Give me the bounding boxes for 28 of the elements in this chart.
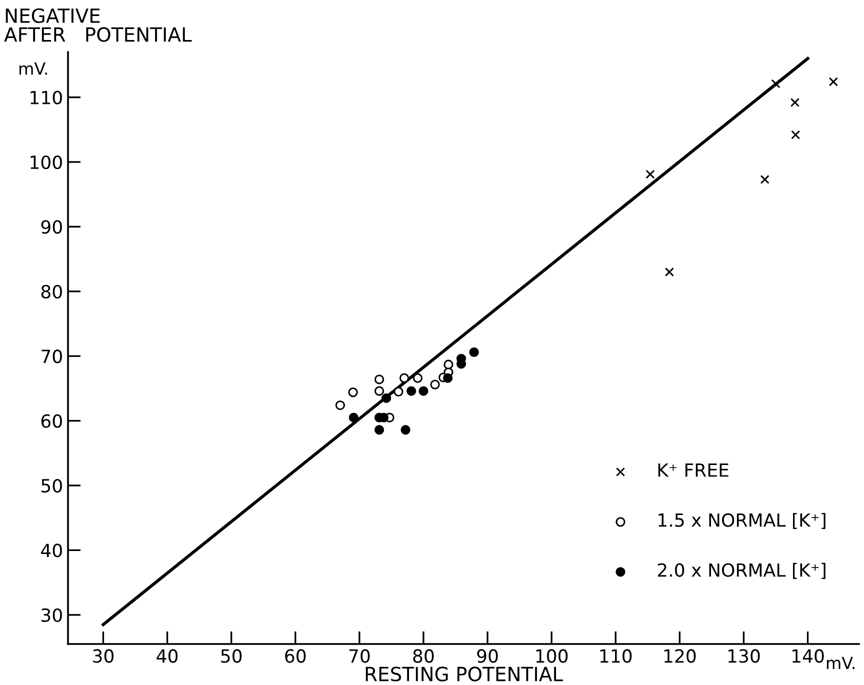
x-tick-label: 50	[221, 649, 242, 663]
x-tick-label: 120	[664, 649, 696, 663]
y-tick-label: 80	[41, 284, 62, 299]
x-tick-label: 80	[413, 649, 434, 663]
y-tick-label: 110	[30, 90, 62, 104]
y-tick-label: 50	[42, 478, 62, 493]
legend-label: 1.5 x NORMAL [K⁺]	[658, 512, 826, 530]
x-tick-label: 130	[728, 649, 760, 663]
y-tick-label: 90	[41, 220, 62, 234]
x-tick-label: 30	[93, 649, 114, 663]
x-tick-label: 90	[477, 649, 498, 663]
y-tick-label: 60	[41, 414, 62, 428]
y-tick-label: 100	[30, 155, 62, 170]
text: mV.	[826, 656, 854, 669]
legend-label: K⁺ FREE	[658, 464, 728, 477]
y-tick-label: 40	[41, 544, 62, 558]
x-tick-label: 70	[349, 649, 370, 663]
y-axis-title: NEGATIVE AFTER POTENTIAL	[4, 8, 192, 42]
text: mV.	[20, 62, 47, 75]
y-tick-label: 70	[42, 350, 62, 364]
x-axis-title: RESTING POTENTIAL	[366, 666, 563, 682]
x-tick-label: 60	[285, 649, 306, 663]
x-tick-label: 100	[536, 649, 568, 663]
x-tick-label: 110	[600, 649, 632, 663]
legend-label: 2.0 x NORMAL [K⁺]	[658, 562, 826, 580]
x-tick-label: 40	[156, 649, 178, 663]
x-tick-label: 140	[792, 649, 824, 663]
y-tick-label: 30	[42, 608, 62, 622]
